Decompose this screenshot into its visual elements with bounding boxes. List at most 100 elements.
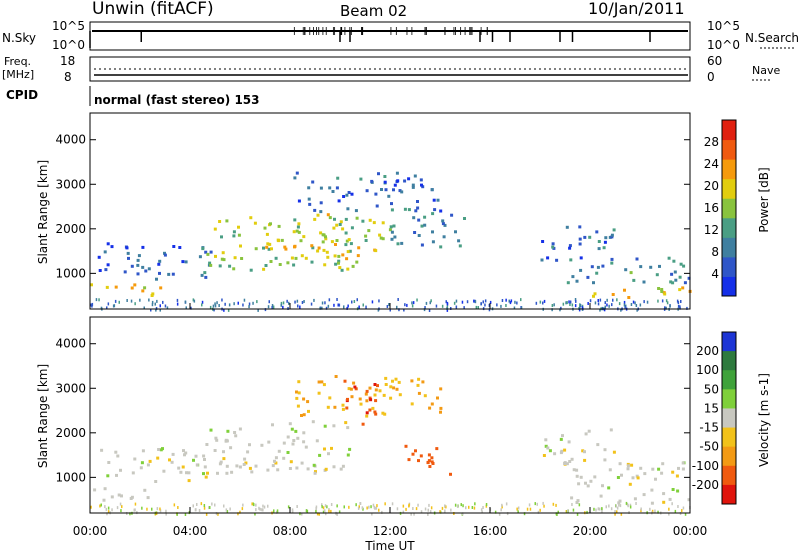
velocity-cell bbox=[93, 488, 97, 492]
power-cell bbox=[253, 221, 257, 225]
velocity-ground-cell bbox=[552, 502, 555, 506]
power-cell bbox=[568, 244, 572, 248]
velocity-ground-cell bbox=[620, 512, 623, 516]
power-cell bbox=[159, 286, 163, 290]
velocity-colorbar-segment bbox=[722, 389, 736, 409]
velocity-cell bbox=[334, 375, 338, 378]
power-cell bbox=[419, 178, 423, 182]
power-cell bbox=[155, 277, 158, 281]
velocity-ground-cell bbox=[428, 503, 430, 507]
velocity-ground-cell bbox=[424, 507, 427, 511]
power-cell bbox=[635, 257, 639, 261]
power-cell bbox=[403, 179, 407, 183]
velocity-colorbar-tick: 15 bbox=[704, 401, 719, 415]
velocity-cell bbox=[292, 439, 296, 442]
velocity-cell bbox=[312, 463, 316, 467]
nsearch-tick-high: 10^5 bbox=[707, 19, 740, 33]
velocity-cell bbox=[584, 481, 587, 485]
power-cell bbox=[200, 273, 204, 277]
power-cell bbox=[297, 230, 301, 234]
power-cell bbox=[586, 275, 590, 279]
power-ground-cell bbox=[268, 300, 270, 304]
power-cell bbox=[151, 292, 155, 296]
velocity-cell bbox=[661, 462, 665, 466]
power-colorbar-segment bbox=[722, 178, 736, 199]
power-cell bbox=[198, 255, 202, 259]
velocity-ground-cell bbox=[215, 512, 218, 516]
power-ground-cell bbox=[271, 306, 273, 309]
power-cell bbox=[267, 247, 271, 251]
velocity-ground-cell bbox=[226, 510, 229, 513]
velocity-cell bbox=[626, 464, 630, 468]
velocity-cell bbox=[639, 466, 643, 470]
power-ground-cell bbox=[424, 306, 426, 309]
power-cell bbox=[566, 281, 570, 285]
power-ground-cell bbox=[446, 308, 449, 312]
velocity-ground-cell bbox=[177, 506, 179, 509]
velocity-ground-cell bbox=[601, 507, 603, 511]
velocity-ground-cell bbox=[315, 509, 317, 513]
power-colorbar-tick: 16 bbox=[704, 201, 719, 215]
power-cell bbox=[141, 245, 145, 249]
power-ground-cell bbox=[416, 298, 418, 302]
velocity-ground-cell bbox=[668, 507, 670, 511]
cpid-label: CPID bbox=[6, 88, 38, 102]
velocity-cell bbox=[339, 467, 343, 471]
power-ground-cell bbox=[166, 306, 169, 310]
x-axis-ticks: 00:00 04:00 08:00 12:00 16:00 20:00 00:00 bbox=[73, 524, 708, 538]
velocity-ground-cell bbox=[225, 508, 228, 512]
nsky-tick-high: 10^5 bbox=[52, 19, 85, 33]
velocity-cell bbox=[410, 402, 414, 406]
power-ground-cell bbox=[542, 301, 544, 305]
power-cell bbox=[390, 230, 394, 234]
power-ground-cell bbox=[107, 302, 110, 306]
power-cell bbox=[416, 206, 420, 210]
velocity-colorbar-segment bbox=[722, 351, 736, 371]
velocity-cell bbox=[235, 464, 239, 468]
velocity-cell bbox=[368, 408, 372, 412]
velocity-cell bbox=[341, 407, 345, 411]
velocity-ground-cell bbox=[90, 505, 92, 509]
power-cell bbox=[274, 256, 278, 260]
power-cell bbox=[335, 223, 339, 227]
velocity-ground-cell bbox=[649, 507, 651, 511]
velocity-ground-cell bbox=[208, 506, 210, 510]
power-cell bbox=[593, 292, 597, 296]
power-cell bbox=[334, 262, 338, 266]
velocity-ground-cell bbox=[408, 503, 410, 507]
power-cell bbox=[610, 233, 614, 237]
velocity-ground-cell bbox=[223, 504, 225, 508]
velocity-cell bbox=[194, 454, 198, 458]
velocity-cell bbox=[439, 410, 442, 414]
power-cell bbox=[316, 249, 320, 253]
velocity-cell bbox=[618, 462, 622, 466]
power-ground-cell bbox=[623, 303, 626, 307]
power-cell bbox=[357, 246, 361, 250]
power-ground-cell bbox=[566, 301, 568, 305]
x-tick-label: 16:00 bbox=[473, 524, 508, 538]
velocity-ground-cell bbox=[571, 503, 573, 506]
power-cell bbox=[595, 230, 599, 234]
velocity-ground-cell bbox=[539, 508, 541, 512]
velocity-ground-cell bbox=[251, 502, 253, 506]
velocity-cell bbox=[411, 452, 415, 456]
power-cell bbox=[389, 225, 393, 229]
velocity-cell bbox=[215, 438, 219, 442]
power-cell bbox=[679, 262, 683, 266]
power-cell bbox=[321, 233, 325, 237]
velocity-cell bbox=[428, 465, 432, 468]
velocity-ground-cell bbox=[595, 508, 597, 512]
velocity-cell bbox=[110, 495, 114, 499]
velocity-cell bbox=[183, 453, 186, 457]
power-cell bbox=[331, 190, 335, 193]
velocity-cell bbox=[542, 454, 546, 457]
velocity-cell bbox=[226, 429, 230, 433]
power-ground-cell bbox=[264, 308, 267, 312]
velocity-ground-cell bbox=[417, 503, 419, 507]
velocity-ground-cell bbox=[258, 506, 260, 510]
velocity-cell bbox=[324, 467, 328, 471]
power-ground-cell bbox=[130, 299, 133, 303]
velocity-cell bbox=[141, 449, 145, 453]
nsky-label: N.Sky bbox=[2, 31, 36, 45]
power-y-ticks: 1000 2000 3000 4000 bbox=[55, 133, 690, 280]
